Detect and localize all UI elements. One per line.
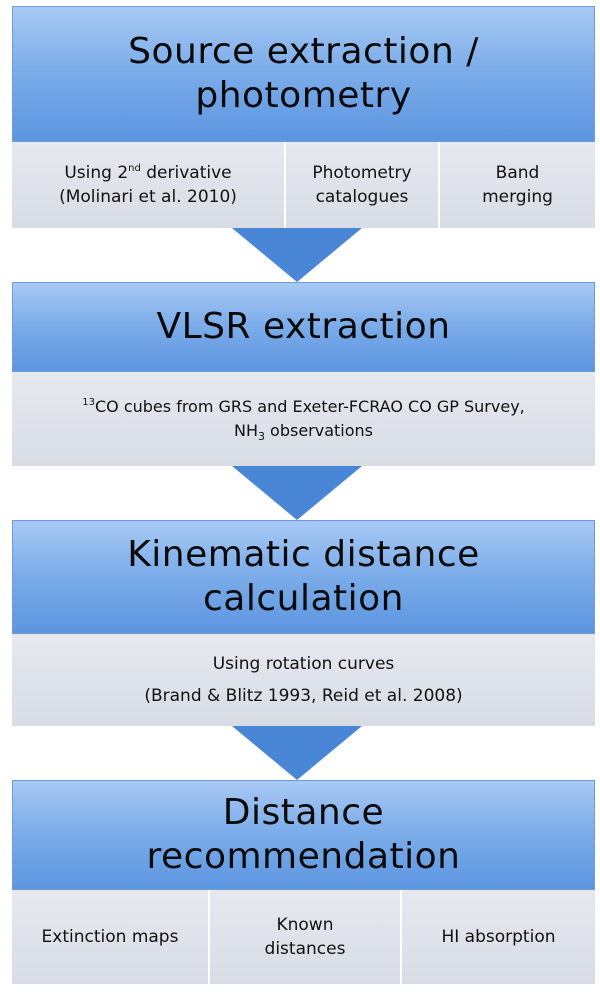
detail-cell-rotation-curves: Using rotation curves (Brand & Blitz 199… bbox=[12, 634, 595, 726]
detail-line: Known bbox=[276, 915, 334, 935]
detail-cell-co-cubes: 13CO cubes from GRS and Exeter-FCRAO CO … bbox=[12, 372, 595, 466]
detail-line: Band bbox=[495, 163, 540, 183]
stage-source-extraction-details: Using 2nd derivative (Molinari et al. 20… bbox=[12, 142, 595, 228]
stage-title-line: recommendation bbox=[146, 836, 461, 877]
stage-distance-recommendation-header: Distance recommendation bbox=[12, 780, 595, 890]
detail-line: merging bbox=[482, 187, 553, 207]
detail-cell-band-merging: Band merging bbox=[438, 142, 595, 228]
stage-kinematic-distance-details: Using rotation curves (Brand & Blitz 199… bbox=[12, 634, 595, 726]
detail-cell-known-distances: Known distances bbox=[208, 890, 400, 984]
detail-cell-extinction-maps: Extinction maps bbox=[12, 890, 208, 984]
down-arrow-icon bbox=[232, 466, 362, 520]
detail-cell-derivative: Using 2nd derivative (Molinari et al. 20… bbox=[12, 142, 284, 228]
detail-line: Photometry bbox=[312, 163, 412, 183]
detail-line: 13CO cubes from GRS and Exeter-FCRAO CO … bbox=[82, 397, 525, 416]
stage-title-line: Kinematic distance bbox=[127, 534, 480, 575]
stage-distance-recommendation-details: Extinction maps Known distances HI absor… bbox=[12, 890, 595, 984]
detail-line: HI absorption bbox=[441, 927, 556, 947]
detail-line: Extinction maps bbox=[41, 927, 179, 947]
detail-line: Using 2nd derivative bbox=[64, 163, 232, 183]
stage-title-line: Source extraction / bbox=[128, 31, 479, 72]
stage-title-line: calculation bbox=[203, 578, 404, 619]
stage-vlsr-extraction-details: 13CO cubes from GRS and Exeter-FCRAO CO … bbox=[12, 372, 595, 466]
detail-line: NH3 observations bbox=[233, 421, 374, 443]
down-arrow-icon bbox=[232, 726, 362, 780]
stage-title-line: photometry bbox=[195, 75, 412, 116]
stage-title-line: VLSR extraction bbox=[156, 306, 451, 347]
detail-cell-photometry-catalogues: Photometry catalogues bbox=[284, 142, 438, 228]
detail-line: catalogues bbox=[315, 187, 409, 207]
detail-cell-hi-absorption: HI absorption bbox=[400, 890, 595, 984]
detail-line: Using rotation curves bbox=[212, 654, 395, 674]
detail-line: (Molinari et al. 2010) bbox=[59, 187, 237, 207]
detail-line: (Brand & Blitz 1993, Reid et al. 2008) bbox=[144, 686, 463, 706]
stage-kinematic-distance-header: Kinematic distance calculation bbox=[12, 520, 595, 634]
detail-line: distances bbox=[264, 939, 346, 959]
stage-vlsr-extraction-header: VLSR extraction bbox=[12, 282, 595, 372]
down-arrow-icon bbox=[232, 228, 362, 282]
stage-source-extraction-header: Source extraction / photometry bbox=[12, 6, 595, 142]
stage-title-line: Distance bbox=[222, 792, 385, 833]
